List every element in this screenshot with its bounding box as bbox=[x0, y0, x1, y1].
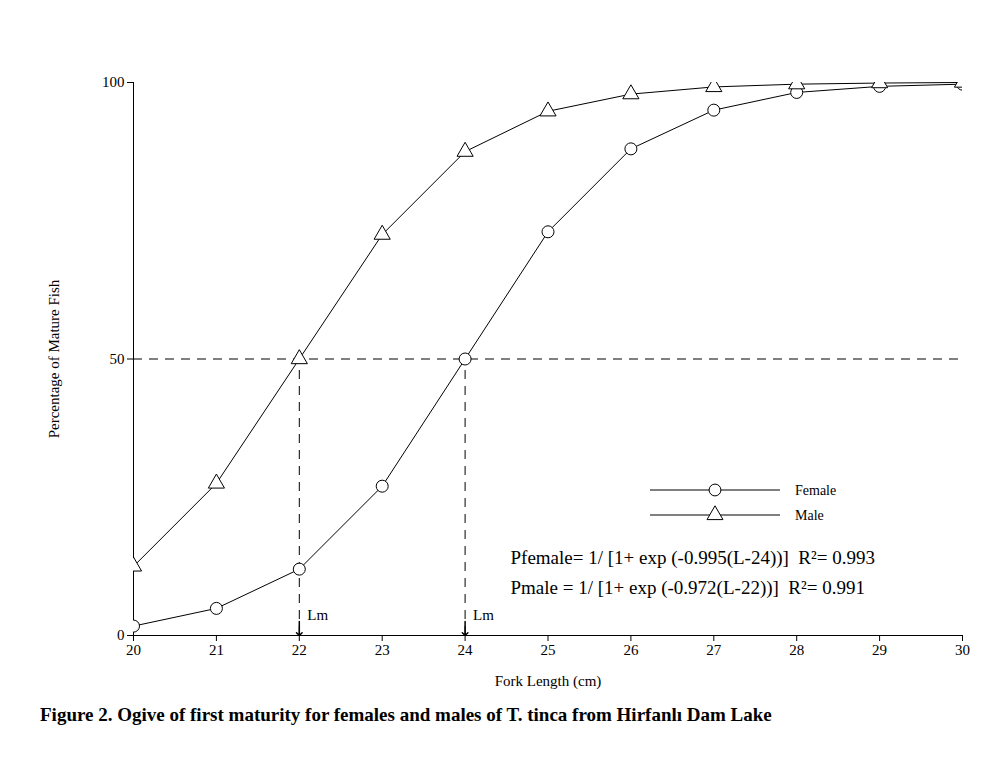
svg-text:29: 29 bbox=[872, 642, 887, 658]
svg-text:26: 26 bbox=[623, 642, 639, 658]
svg-text:50: 50 bbox=[110, 351, 125, 367]
svg-text:Female: Female bbox=[795, 483, 836, 498]
svg-text:Lm: Lm bbox=[473, 607, 494, 623]
svg-text:Pmale = 1/ [1+ exp (-0.972(L-2: Pmale = 1/ [1+ exp (-0.972(L-22))] R²= 0… bbox=[511, 577, 865, 599]
svg-text:0: 0 bbox=[117, 627, 125, 643]
svg-text:Male: Male bbox=[795, 508, 824, 523]
svg-text:21: 21 bbox=[209, 642, 224, 658]
svg-text:27: 27 bbox=[706, 642, 722, 658]
svg-text:Percentage of Mature Fish: Percentage of Mature Fish bbox=[46, 279, 62, 438]
svg-text:25: 25 bbox=[541, 642, 556, 658]
svg-text:Fork Length (cm): Fork Length (cm) bbox=[495, 673, 602, 690]
html-text:Figure 2. Ogive of first matur: Figure 2. Ogive of first maturity for fe… bbox=[40, 704, 772, 725]
svg-text:28: 28 bbox=[789, 642, 804, 658]
svg-text:24: 24 bbox=[458, 642, 474, 658]
svg-text:30: 30 bbox=[955, 642, 970, 658]
svg-text:Lm: Lm bbox=[307, 607, 328, 623]
svg-text:23: 23 bbox=[375, 642, 390, 658]
svg-text:Pfemale= 1/ [1+ exp (-0.995(L-: Pfemale= 1/ [1+ exp (-0.995(L-24))] R²= … bbox=[511, 547, 875, 569]
svg-text:22: 22 bbox=[292, 642, 307, 658]
svg-text:20: 20 bbox=[126, 642, 141, 658]
svg-text:100: 100 bbox=[102, 74, 125, 90]
